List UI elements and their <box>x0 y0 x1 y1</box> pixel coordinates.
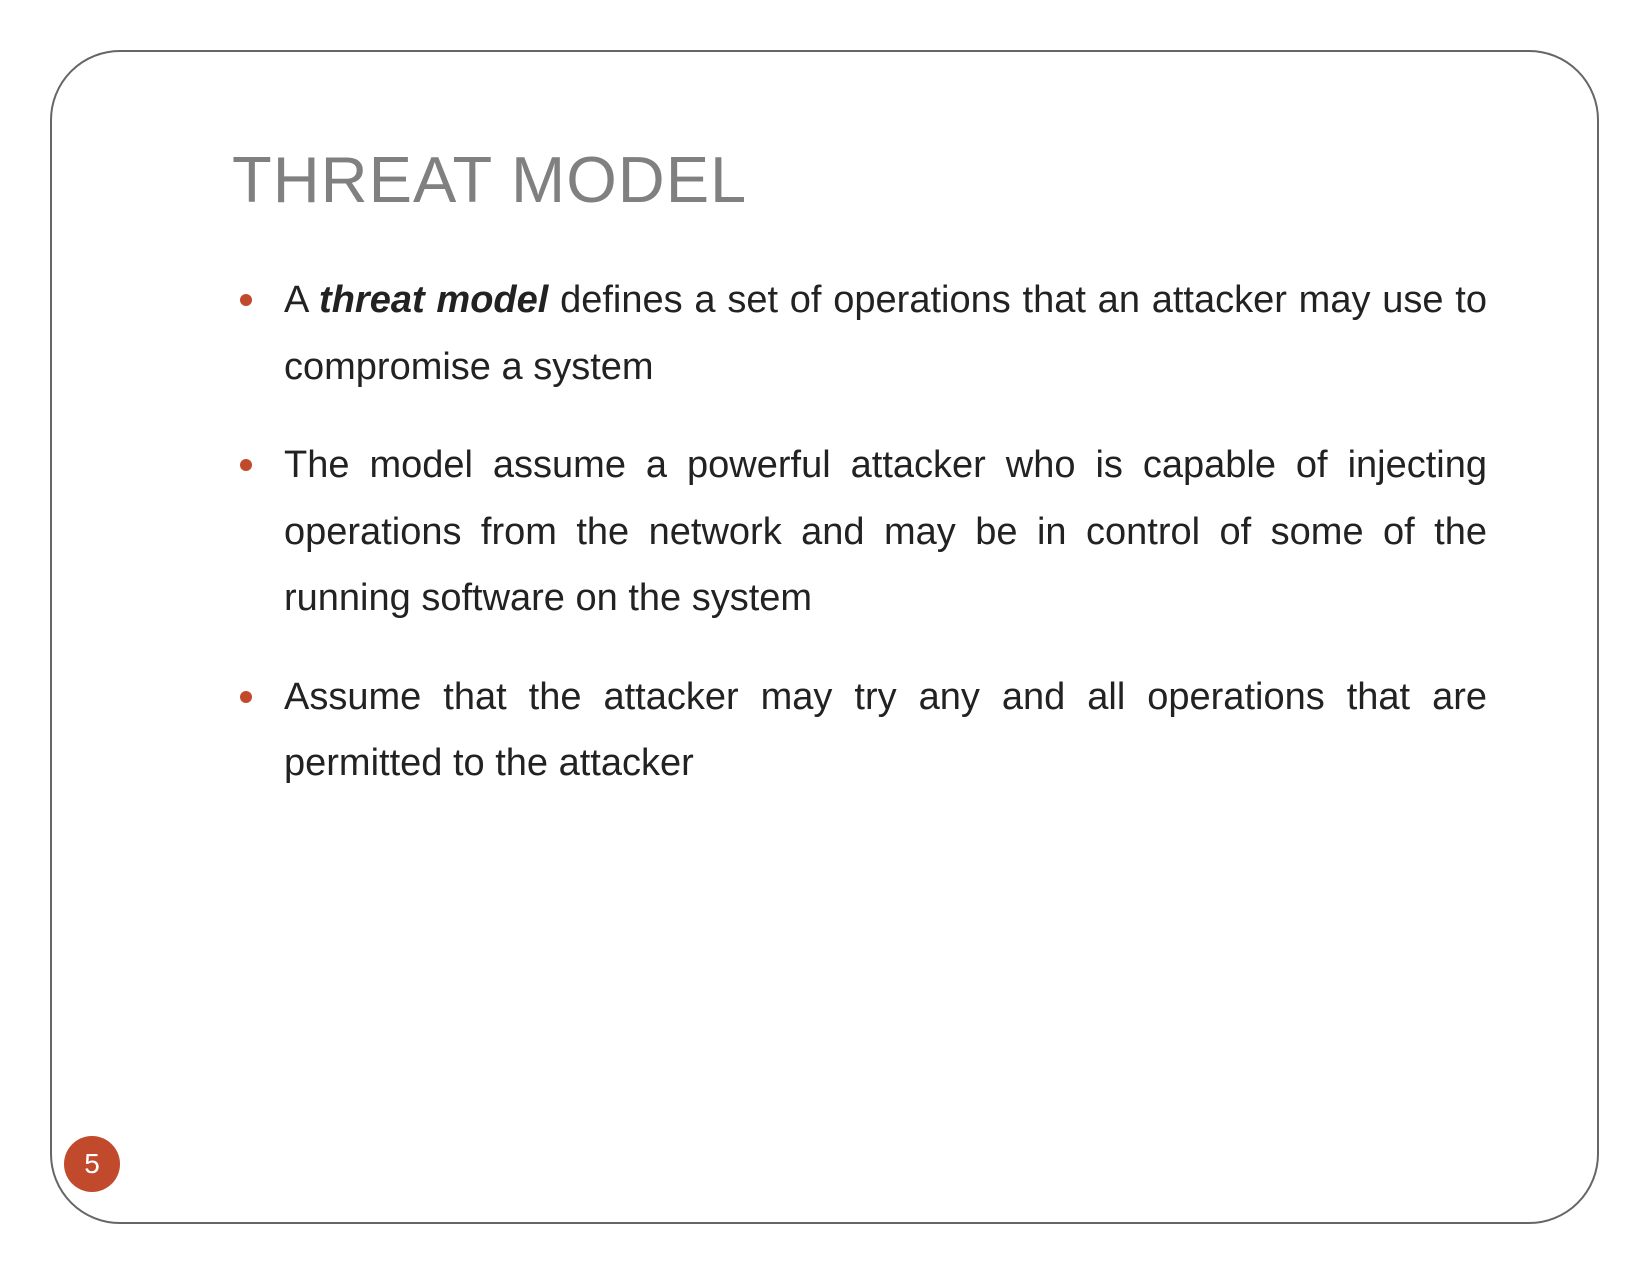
bullet-1-emph: threat model <box>319 279 548 321</box>
bullet-item-2: The model assume a powerful attacker who… <box>240 432 1487 632</box>
slide-outer: THREAT MODEL A threat model defines a se… <box>0 0 1649 1274</box>
bullet-item-3: Assume that the attacker may try any and… <box>240 664 1487 797</box>
bullet-list: A threat model defines a set of operatio… <box>240 267 1487 797</box>
bullet-1-prefix: A <box>284 279 319 321</box>
slide-frame: THREAT MODEL A threat model defines a se… <box>50 50 1599 1224</box>
bullet-2-rest: The model assume a powerful attacker who… <box>284 444 1487 619</box>
page-number-badge: 5 <box>64 1136 120 1192</box>
slide-body: A threat model defines a set of operatio… <box>240 267 1487 797</box>
slide-title: THREAT MODEL <box>232 142 1487 217</box>
bullet-3-rest: Assume that the attacker may try any and… <box>284 676 1487 785</box>
bullet-item-1: A threat model defines a set of operatio… <box>240 267 1487 400</box>
